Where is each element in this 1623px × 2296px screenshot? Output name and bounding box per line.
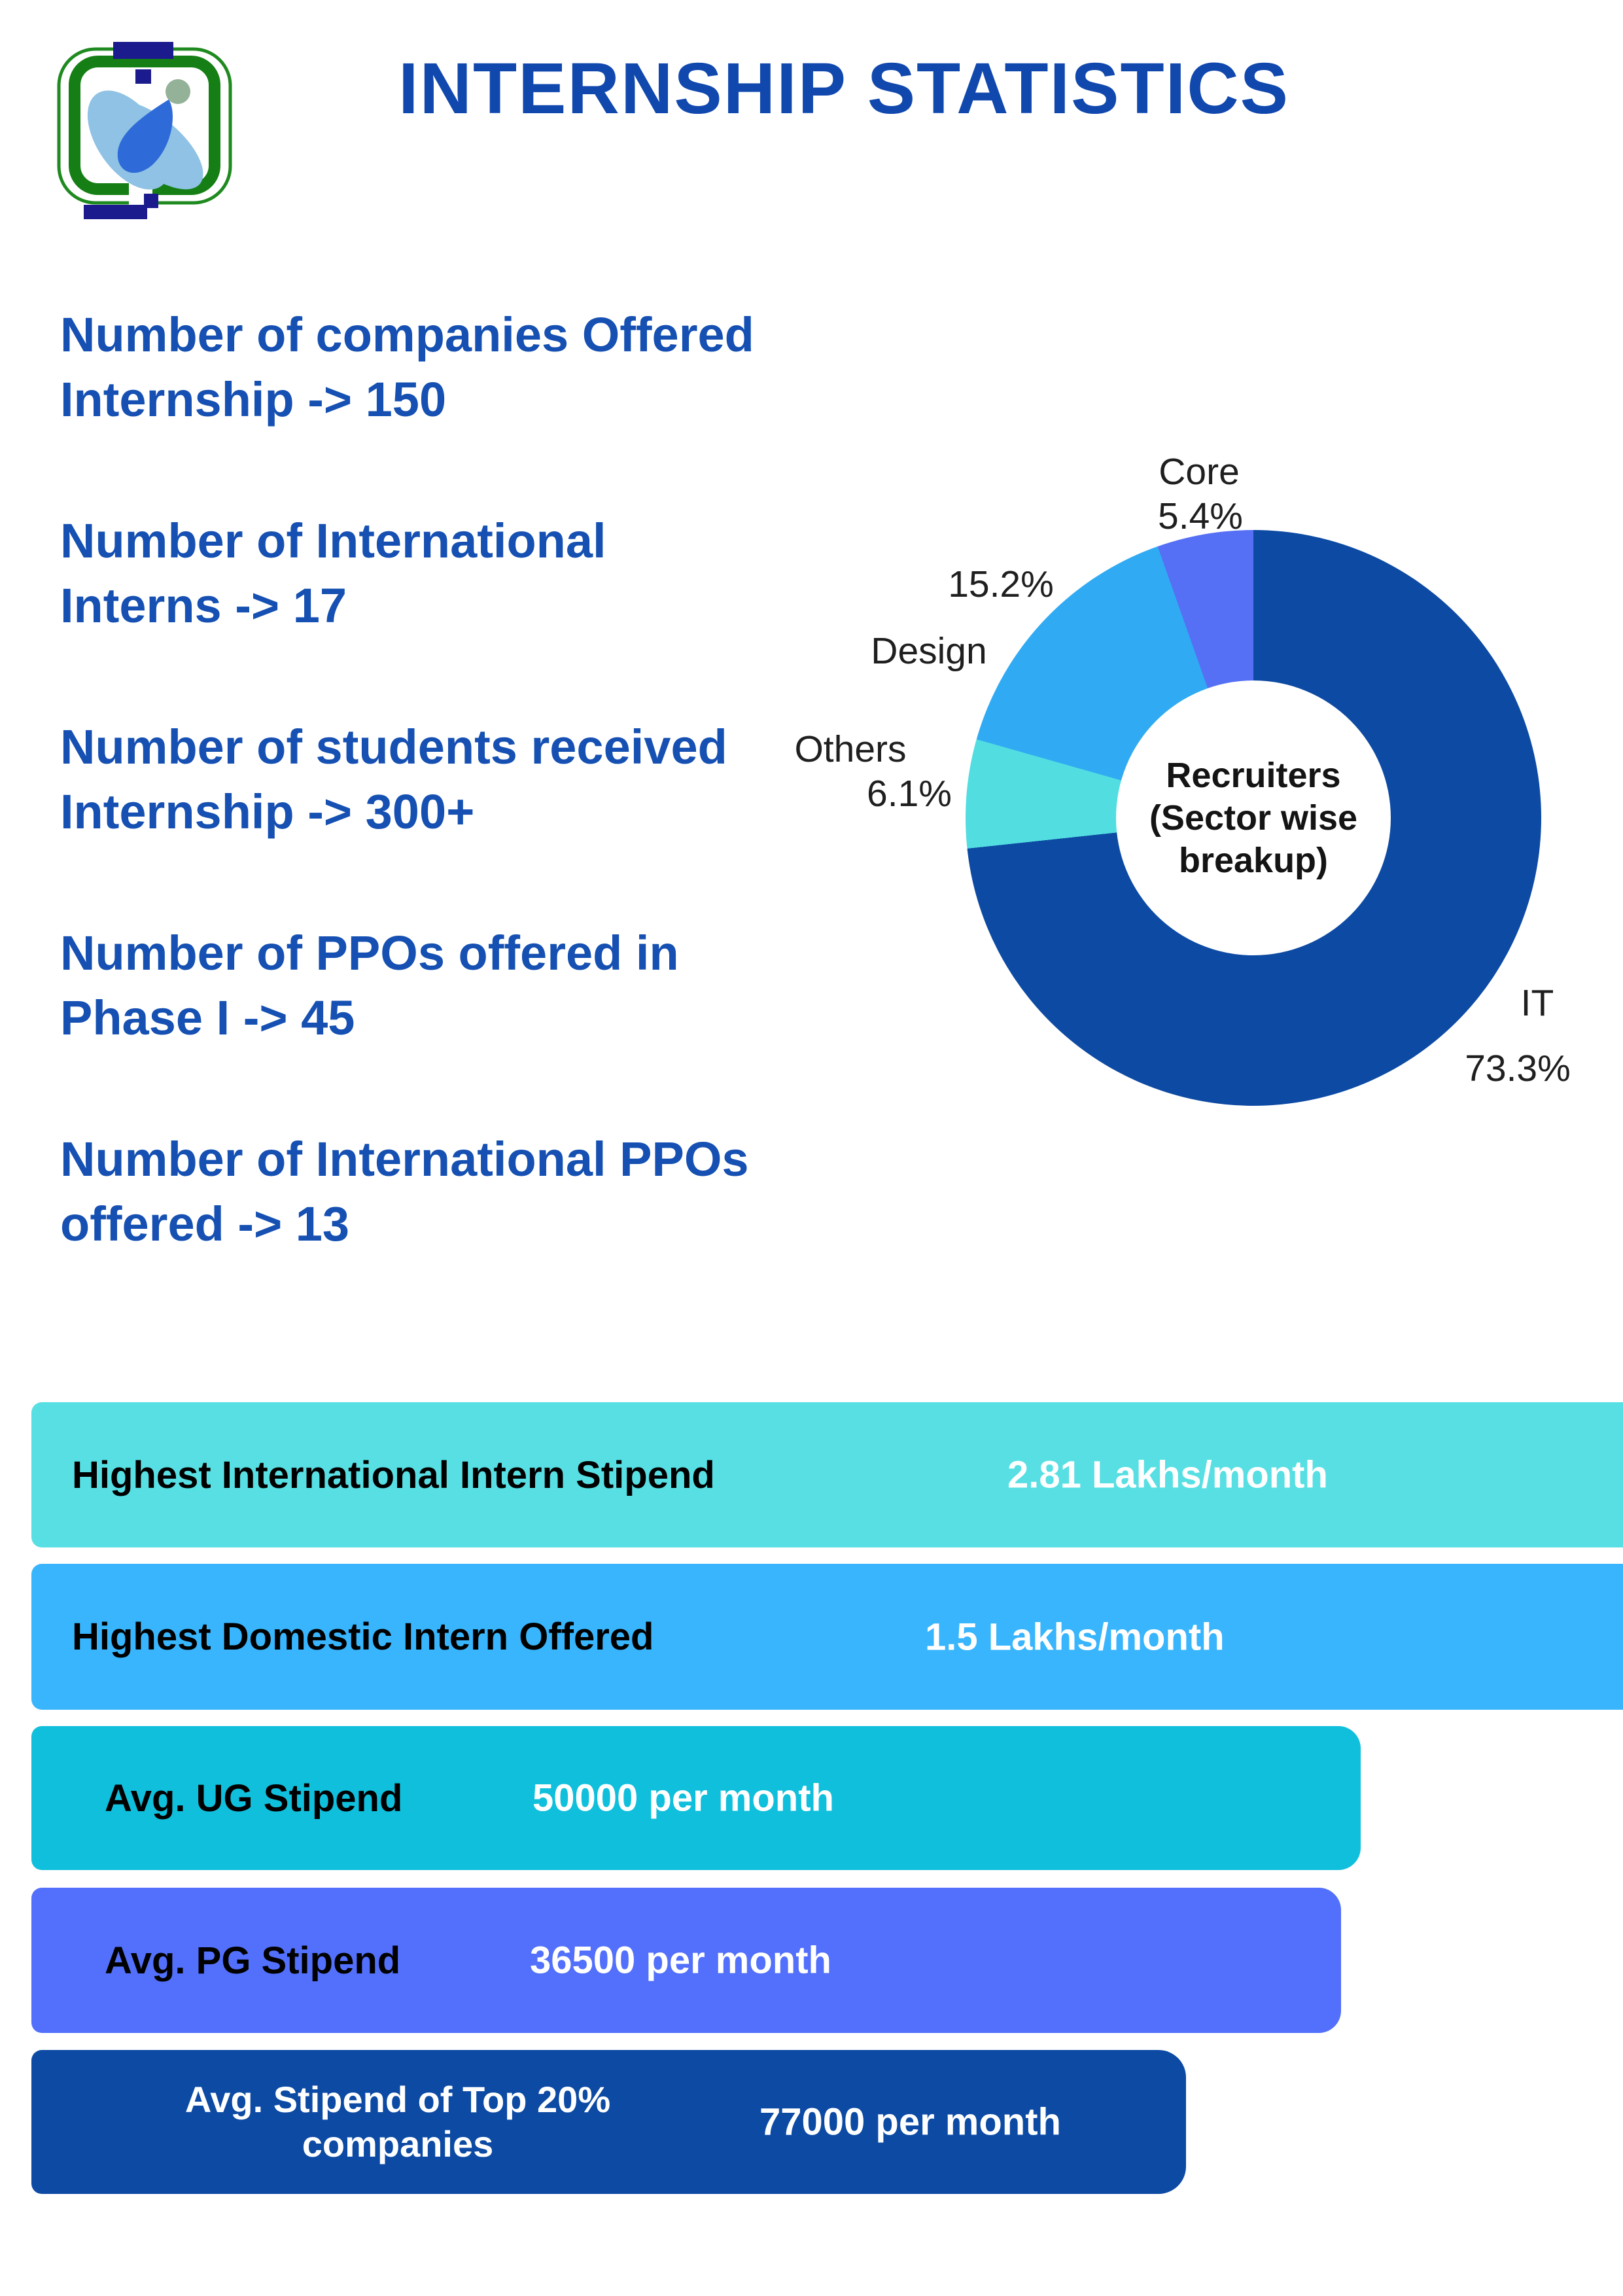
stat-international-ppos: Number of International PPOs offered -> … [60,1127,878,1256]
slice-pct-others: 6.1% [867,773,952,815]
donut-center-label: Recruiters (Sector wise breakup) [1116,680,1391,955]
stat-line: Interns -> 17 [60,578,347,633]
stat-line: Number of students received [60,720,727,774]
bar-value: 77000 per month [759,2100,1061,2144]
bar-avg-pg-stipend: Avg. PG Stipend 36500 per month [31,1888,1341,2033]
page-title: INTERNSHIP STATISTICS [398,48,1290,129]
bar-value: 50000 per month [532,1776,834,1820]
stat-line: Number of International [60,514,606,568]
stat-line: Number of companies Offered [60,308,754,362]
stat-line: Number of PPOs offered in [60,926,679,980]
donut-center-line: (Sector wise [1149,798,1358,838]
stat-line: offered -> 13 [60,1197,350,1251]
stat-ppos-phase1: Number of PPOs offered in Phase I -> 45 [60,921,878,1050]
bar-label: Avg. Stipend of Top 20% companies [71,2077,725,2166]
stat-students-received: Number of students received Internship -… [60,715,878,844]
bar-value: 36500 per month [530,1939,831,1982]
slice-pct-design: 15.2% [948,563,1054,605]
slice-label-design: Design [871,630,987,672]
bar-avg-top20-stipend: Avg. Stipend of Top 20% companies 77000 … [31,2050,1186,2194]
institute-logo-icon [57,42,232,219]
stat-line: Number of International PPOs [60,1132,749,1186]
bar-highest-international-stipend: Highest International Intern Stipend 2.8… [31,1402,1623,1547]
bar-label: Highest Domestic Intern Offered [72,1616,654,1658]
bar-label-line1: Avg. Stipend of Top 20% [184,2079,611,2120]
bar-label-line2: companies [302,2123,494,2164]
slice-pct-it: 73.3% [1465,1048,1571,1089]
slice-label-core: Core [1159,451,1240,493]
bar-label: Highest International Intern Stipend [72,1453,715,1496]
stat-international-interns: Number of International Interns -> 17 [60,508,878,638]
slice-pct-core: 5.4% [1158,495,1243,537]
donut-chart: Recruiters (Sector wise breakup) [966,530,1541,1106]
bar-label: Avg. UG Stipend [105,1776,403,1820]
donut-center-line: Recruiters [1166,755,1341,795]
slice-label-it: IT [1520,982,1554,1024]
stats-list: Number of companies Offered Internship -… [60,302,878,1333]
slice-label-others: Others [794,728,907,770]
donut-center-line: breakup) [1178,840,1329,880]
stat-companies-offered: Number of companies Offered Internship -… [60,302,878,432]
bar-label: Avg. PG Stipend [105,1939,401,1982]
stat-line: Internship -> 150 [60,372,447,427]
bar-value: 2.81 Lakhs/month [1007,1453,1328,1496]
bar-avg-ug-stipend: Avg. UG Stipend 50000 per month [31,1726,1361,1870]
stat-line: Phase I -> 45 [60,991,355,1045]
bar-highest-domestic-stipend: Highest Domestic Intern Offered 1.5 Lakh… [31,1564,1623,1710]
stat-line: Internship -> 300+ [60,785,475,839]
bar-value: 1.5 Lakhs/month [925,1616,1225,1658]
